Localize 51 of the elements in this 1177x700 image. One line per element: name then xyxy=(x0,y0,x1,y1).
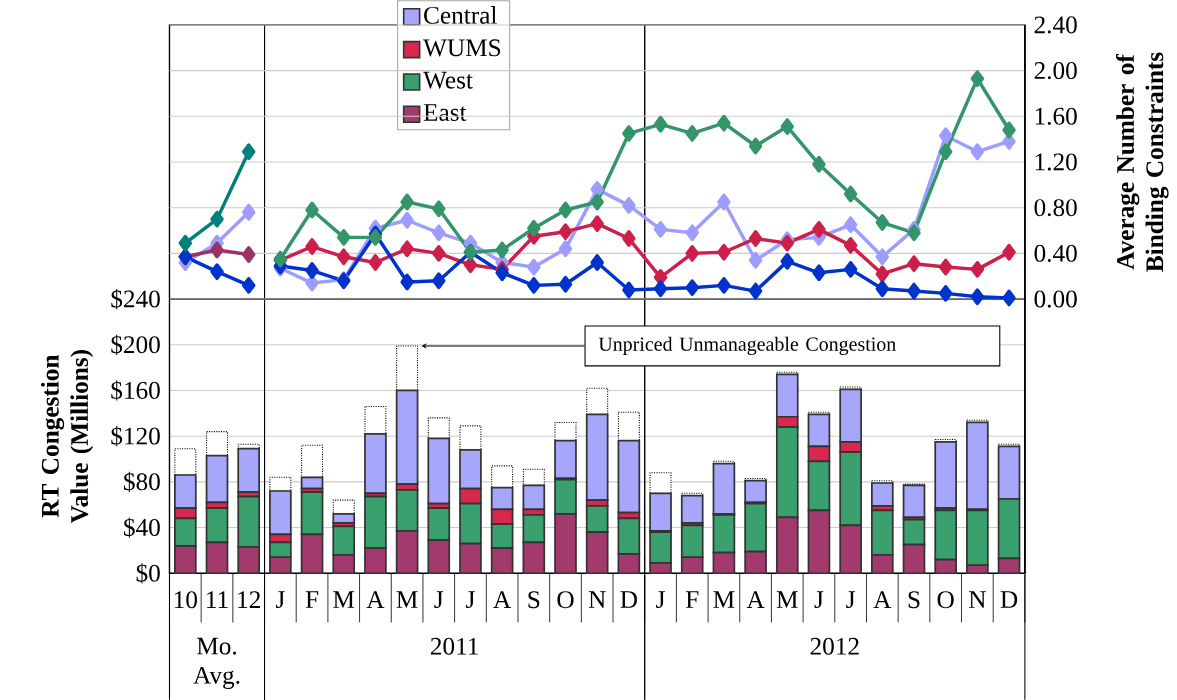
x-tick-label: J xyxy=(466,591,475,608)
legend-label: West xyxy=(423,71,473,89)
legend-label: WUMS xyxy=(423,39,501,57)
text: Mo. Avg. xyxy=(193,637,240,689)
y-tick-label: $0 xyxy=(136,562,160,584)
y2-tick-label: 0.80 xyxy=(1034,198,1077,217)
x-tick-label: S xyxy=(528,591,540,609)
x-tick-label: J xyxy=(656,591,665,608)
x-tick-label: A xyxy=(746,591,765,608)
x-tick-label: N xyxy=(968,591,986,608)
x-tick-label: M xyxy=(396,591,418,608)
x-tick-label: A xyxy=(366,591,385,608)
x-tick-label: F xyxy=(685,591,699,608)
series-label: Unpriced Unmanageable Congestion xyxy=(598,336,896,355)
x-tick-label: M xyxy=(776,591,798,608)
x-tick-label: 10 xyxy=(174,591,197,609)
y2-axis-title: Average Number of Binding Constraints xyxy=(1115,52,1169,272)
x-tick-label: A xyxy=(873,591,892,608)
y2-tick-label: 2.40 xyxy=(1034,16,1077,34)
y-tick-label: $40 xyxy=(124,517,160,538)
y-tick-label: $120 xyxy=(111,425,160,447)
x-tick-label: O xyxy=(937,591,954,609)
x-tick-label: N xyxy=(588,591,606,608)
y2-tick-label: 1.60 xyxy=(1035,107,1077,125)
y2-tick-label: 2.00 xyxy=(1034,61,1077,79)
y2-tick-label: 0.40 xyxy=(1034,244,1077,262)
x-tick-label: 12 xyxy=(238,591,260,608)
x-tick-label: J xyxy=(434,591,444,608)
x-tick-label: 11 xyxy=(207,591,228,608)
x-tick-label: A xyxy=(493,591,512,608)
y-tick-label: $200 xyxy=(111,334,160,355)
y2-tick-label: 0.00 xyxy=(1034,290,1077,308)
x-tick-label: D xyxy=(620,591,637,608)
x-tick-label: J xyxy=(275,591,285,608)
legend-label: Central xyxy=(424,5,497,24)
x-tick-label: O xyxy=(557,591,574,609)
y-tick-label: $240 xyxy=(111,288,160,309)
y2-tick-label: 1.20 xyxy=(1035,153,1077,171)
legend-label: East xyxy=(423,103,467,121)
x-tick-label: M xyxy=(333,591,355,608)
x-tick-label: J xyxy=(814,591,824,608)
x-tick-label: F xyxy=(305,591,319,608)
x-tick-label: M xyxy=(713,591,735,608)
text: 2011 xyxy=(430,637,478,655)
x-tick-label: D xyxy=(1000,591,1018,608)
y-tick-label: $80 xyxy=(124,471,160,492)
y-tick-label: $160 xyxy=(111,380,160,401)
text: 2012 xyxy=(810,637,859,655)
y-axis-title: RT Congestion Value (Millions) xyxy=(41,349,94,523)
x-tick-label: J xyxy=(846,591,856,608)
x-tick-label: S xyxy=(908,591,920,609)
